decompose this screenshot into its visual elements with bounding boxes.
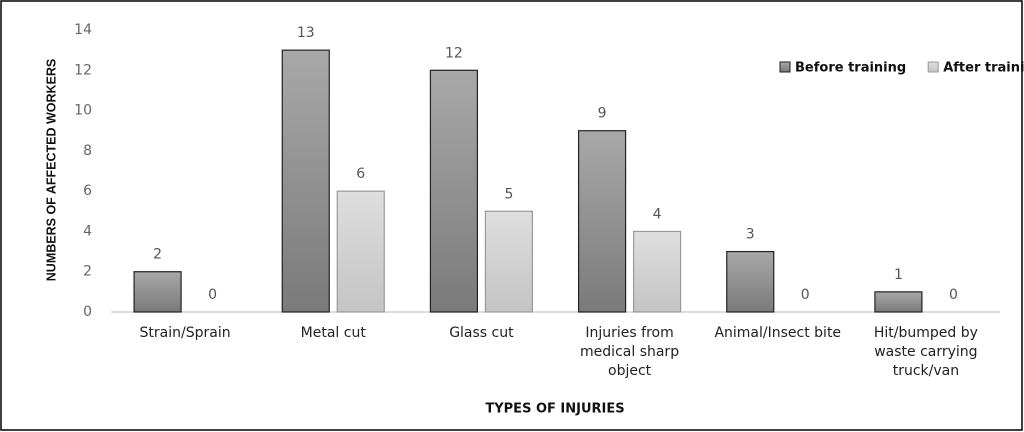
y-axis-title: NUMBERS OF AFFECTED WORKERS (44, 59, 58, 281)
bar (726, 250, 775, 313)
y-tick-label: 0 (83, 304, 92, 320)
y-tick-label: 4 (83, 223, 92, 239)
bar (281, 49, 330, 313)
y-tick-label: 8 (83, 143, 92, 159)
data-label: 4 (653, 206, 662, 222)
data-label: 12 (445, 45, 463, 61)
data-label: 1 (894, 267, 903, 283)
y-tick-label: 10 (74, 103, 92, 119)
legend-swatch (779, 61, 791, 73)
bar (133, 271, 182, 313)
x-tick-label: Animal/Insect bite (714, 325, 842, 341)
data-label: 0 (801, 287, 810, 303)
data-label: 5 (504, 186, 513, 202)
bar (484, 210, 534, 313)
legend-label: After training (943, 61, 1024, 76)
bar (336, 190, 385, 313)
data-label: 2 (153, 247, 162, 263)
x-tick-label: Strain/Sprain (139, 325, 231, 341)
bar (429, 69, 479, 313)
data-label: 0 (949, 287, 958, 303)
bar (577, 130, 627, 313)
bar (632, 230, 682, 313)
data-label: 3 (746, 227, 755, 243)
y-tick-label: 2 (83, 264, 92, 280)
x-tick-label: Metal cut (300, 325, 366, 341)
data-label: 6 (356, 166, 365, 182)
legend-swatch (927, 61, 939, 73)
data-label: 13 (297, 25, 315, 41)
legend-label: Before training (795, 61, 906, 76)
data-label: 0 (208, 287, 217, 303)
bar (874, 291, 923, 313)
x-tick-label: Glass cut (449, 325, 514, 341)
y-tick-label: 6 (83, 183, 92, 199)
y-tick-label: 14 (74, 22, 92, 38)
data-label: 9 (598, 106, 607, 122)
x-tick-label: Hit/bumped by waste carrying truck/van (873, 325, 978, 379)
x-axis-title: TYPES OF INJURIES (485, 402, 624, 417)
y-tick-label: 12 (74, 62, 92, 78)
x-tick-label: Injuries from medical sharp object (580, 325, 680, 379)
